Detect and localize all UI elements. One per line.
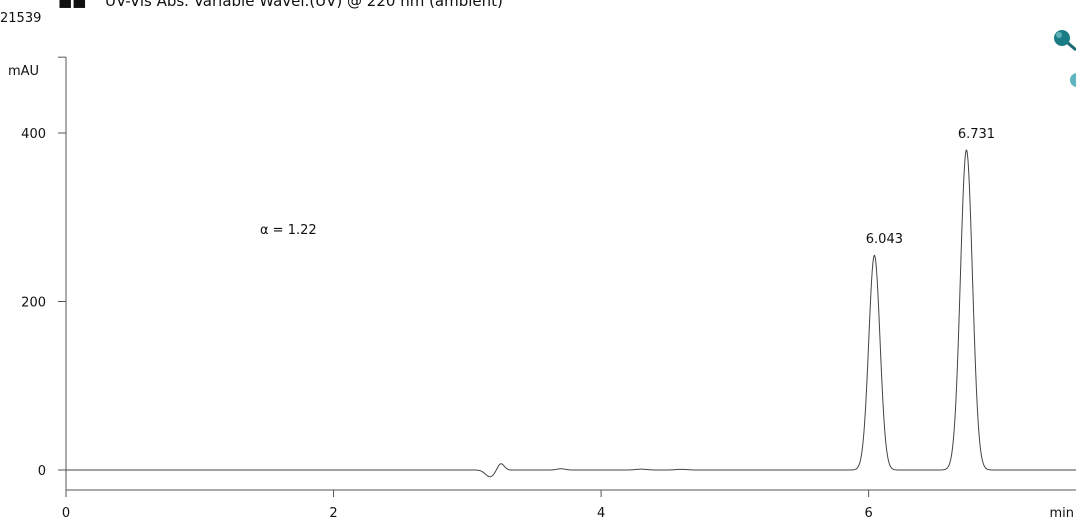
y-axis-ticks: 0 200 400 [21, 127, 66, 479]
header-bullets: ■■ [58, 0, 86, 10]
x-tick-label: 2 [329, 506, 337, 521]
x-tick-label: 6 [865, 506, 873, 521]
peak-label: 6.043 [866, 232, 903, 247]
y-tick-label: 0 [38, 464, 46, 479]
header-title-fragment: UV-Vis Abs. Variable Wavel.(UV) @ 220 nm… [105, 0, 503, 10]
axes: mAU min 0 2 4 6 0 200 400 [8, 56, 1076, 521]
peak-labels: 6.043 6.731 [866, 127, 995, 247]
chromatogram-trace [66, 149, 1076, 478]
header-run-id: 21539 [0, 11, 41, 26]
molecule-logo-icon [1054, 30, 1076, 87]
x-axis-unit-label: min [1049, 506, 1074, 521]
y-axis-unit-label: mAU [8, 64, 39, 79]
y-tick-label: 400 [21, 127, 46, 142]
selectivity-annotation: α = 1.22 [260, 223, 317, 238]
annotations: α = 1.22 [260, 223, 317, 238]
peak-label: 6.731 [958, 127, 995, 142]
x-tick-label: 0 [62, 506, 70, 521]
header: ■■ UV-Vis Abs. Variable Wavel.(UV) @ 220… [0, 0, 503, 26]
plot-area: 6.043 6.731 α = 1.22 [66, 127, 1076, 478]
x-axis-ticks: 0 2 4 6 [62, 490, 873, 521]
x-tick-label: 4 [597, 506, 605, 521]
y-tick-label: 200 [21, 296, 46, 311]
